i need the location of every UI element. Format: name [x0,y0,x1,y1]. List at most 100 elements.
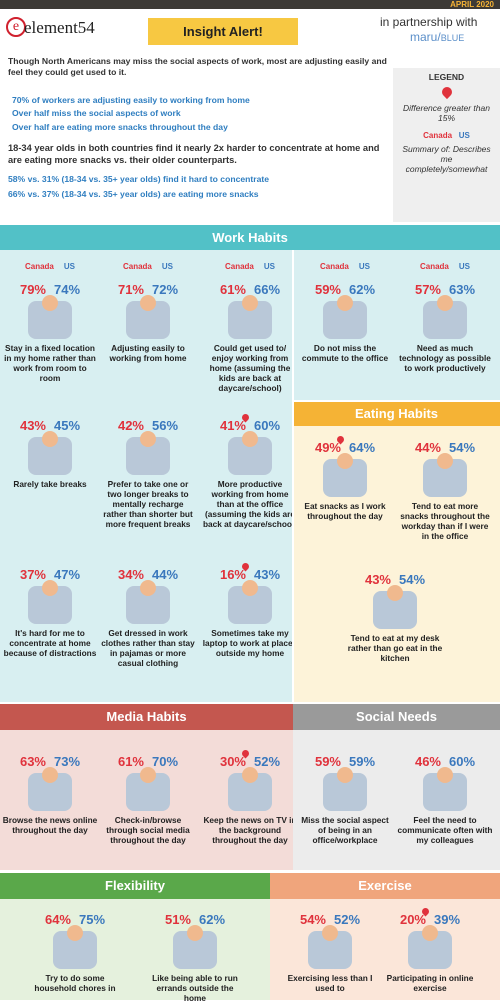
badge: Insight Alert! [148,18,298,45]
canada-value: 57% [414,282,441,297]
item-icon [323,767,367,811]
item-icon [28,580,72,624]
canada-value: 71% [117,282,144,297]
flags: Canada US [100,262,196,271]
intro-point: 70% of workers are adjusting easily to w… [12,95,250,105]
item: 42% 56% Prefer to take one or two longer b… [100,418,196,530]
item-label: Feel the need to communicate often with … [397,815,493,846]
canada-value: 16% [219,567,246,582]
flag-us: US [161,262,174,271]
us-value: 75% [79,912,106,927]
item-values: 16% 43% [202,561,298,582]
us-value: 66% [254,282,281,297]
item: 79% 74% Stay in a fixed location in my hom… [2,282,98,383]
canada-value: 43% [19,418,46,433]
section-title: Exercise [270,873,500,899]
us-value: 47% [54,567,81,582]
canada-value: 34% [117,567,144,582]
item-icon [228,767,272,811]
canada-value: 63% [19,754,46,769]
item-icon [228,431,272,475]
flag-canada: Canada [319,262,349,271]
us-value: 60% [449,754,476,769]
item-values: 43% 54% [347,572,443,587]
item-label: Sometimes take my laptop to work at plac… [202,628,298,659]
intro-point: Over half miss the social aspects of wor… [12,108,181,119]
legend-us: US [458,131,470,140]
item-icon [28,431,72,475]
canada-value: 49% [314,440,341,455]
flags: Canada US [397,262,493,271]
item-label: Browse the news online throughout the da… [2,815,98,836]
us-value: 64% [349,440,376,455]
section-title: Eating Habits [293,402,500,426]
item-label: Tend to eat at my desk rather than go ea… [347,633,443,664]
canada-value: 37% [19,567,46,582]
item-label: Stay in a fixed location in my home rath… [4,343,96,384]
item: 64% 75% Try to do some household chores in [27,912,123,993]
logo-mark: e [6,17,26,37]
item-label: Eat snacks as I work throughout the day [304,501,386,522]
item-values: 79% 74% [2,282,98,297]
intro-lead: Though North Americans may miss the soci… [8,56,387,78]
item-icon [173,925,217,969]
flag-canada: Canada [122,262,152,271]
us-value: 74% [54,282,81,297]
us-value: 59% [349,754,376,769]
logo: element54 [24,18,95,37]
date: APRIL 2020 [450,0,494,9]
us-value: 43% [254,567,281,582]
flag-us: US [263,262,276,271]
item: 51% 62% Like being able to run errands out… [147,912,243,1003]
item-label: Could get used to/ enjoy working from ho… [209,343,291,394]
partner-a: maru [410,30,438,44]
item-icon [423,767,467,811]
legend-pin [439,84,454,100]
divider [292,250,294,702]
item: 34% 44% Get dressed in work clothes rather… [100,567,196,668]
flag-canada: Canada [224,262,254,271]
canada-value: 61% [117,754,144,769]
item-values: 42% 56% [100,418,196,433]
item: 44% 54% Tend to eat more snacks throughout… [397,440,493,541]
item: 49% 64% Eat snacks as I work throughout th… [297,434,393,522]
flag-us: US [458,262,471,271]
item-icon [126,580,170,624]
item: 37% 47% It's hard for me to concentrate at… [2,567,98,658]
item-label: Prefer to take one or two longer breaks … [103,479,193,530]
legend: LEGEND Difference greater than 15% Canad… [393,68,500,222]
item-label: Tend to eat more snacks throughout the w… [400,501,490,542]
legend-canada: Canada [423,131,453,140]
item-values: 57% 63% [397,282,493,297]
partner: maru/BLUE [410,30,465,44]
item-icon [323,453,367,497]
item: 57% 63% Need as much technology as possibl… [397,282,493,373]
item: 16% 43% Sometimes take my laptop to work a… [202,561,298,659]
item-icon [308,925,352,969]
us-value: 56% [152,418,179,433]
canada-value: 42% [117,418,144,433]
us-value: 63% [449,282,476,297]
item-icon [228,580,272,624]
item: 61% 70% Check-in/browse through social med… [100,754,196,845]
item-icon [53,925,97,969]
item-values: 41% 60% [202,412,298,433]
us-value: 54% [449,440,476,455]
item-label: Rarely take breaks [13,479,87,489]
intro-lead2: 18-34 year olds in both countries find i… [8,143,380,166]
us-value: 52% [334,912,361,927]
canada-value: 41% [219,418,246,433]
item: 54% 52% Exercising less than I used to [282,912,378,993]
us-value: 60% [254,418,281,433]
item-values: 61% 66% [202,282,298,297]
item-icon [228,295,272,339]
flags: Canada US [202,262,298,271]
item-values: 30% 52% [202,748,298,769]
item: 41% 60% More productive working from home … [202,412,298,530]
item-icon [126,767,170,811]
item-icon [323,295,367,339]
intro-point: 58% vs. 31% (18-34 vs. 35+ year olds) fi… [8,174,270,184]
item-values: 59% 62% [297,282,393,297]
item-icon [373,585,417,629]
legend-summary: Summary of: Describes me completely/some… [402,144,491,174]
